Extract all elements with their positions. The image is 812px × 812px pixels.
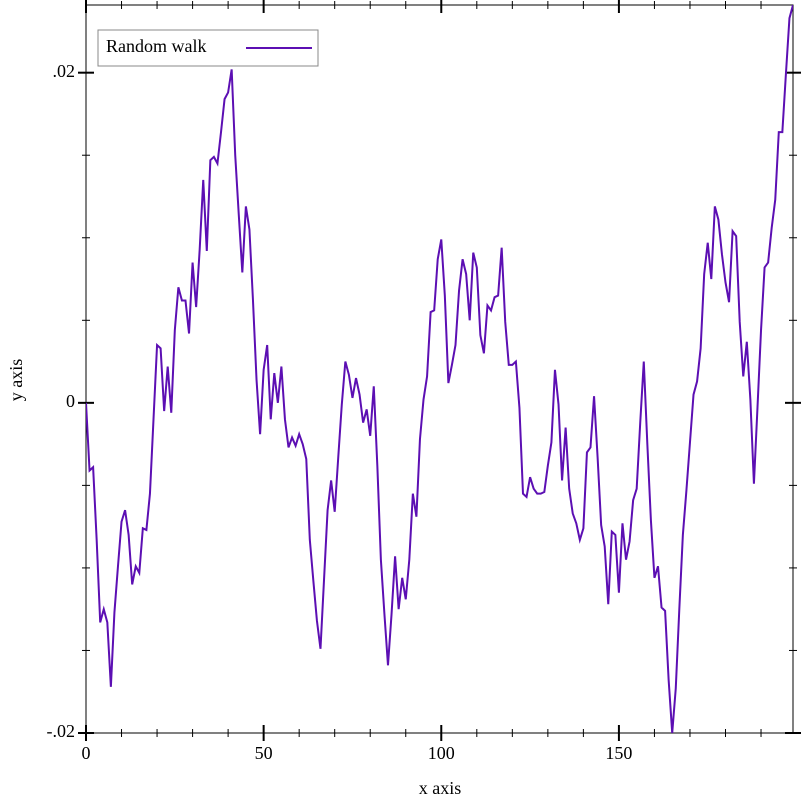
- legend-label: Random walk: [106, 36, 207, 56]
- x-axis-label: x axis: [419, 778, 462, 798]
- data-line: [86, 5, 793, 733]
- x-tick-label: 100: [428, 743, 455, 763]
- x-tick-label: 150: [605, 743, 632, 763]
- plot-frame: [85, 4, 794, 734]
- x-tick-label: 0: [82, 743, 91, 763]
- y-tick-label: .02: [53, 61, 76, 81]
- legend: Random walk: [97, 29, 319, 67]
- y-axis-label: y axis: [6, 359, 26, 402]
- x-tick-label: 50: [255, 743, 273, 763]
- y-tick-label: 0: [66, 391, 75, 411]
- y-tick-label: -.02: [47, 721, 76, 741]
